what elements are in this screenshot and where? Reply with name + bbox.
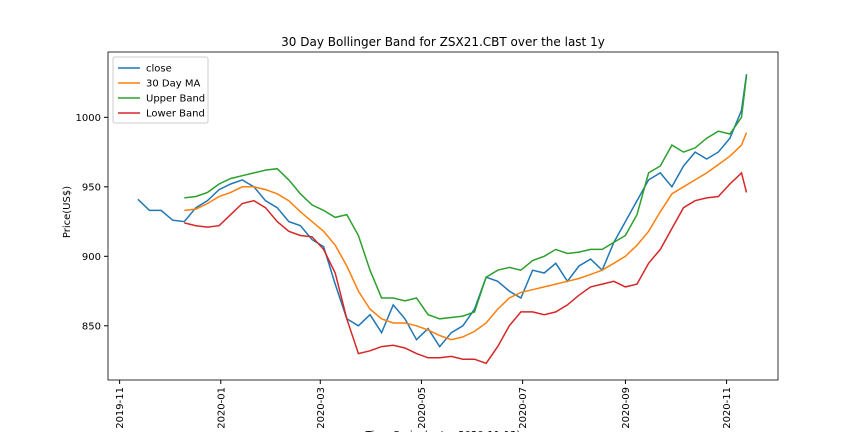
y-axis-label: Price(US$) xyxy=(62,186,73,238)
y-tick-label: 850 xyxy=(82,321,101,332)
x-axis-label: Time Series(as/on 2020-11-13) xyxy=(365,430,521,432)
y-tick-label: 1000 xyxy=(76,113,101,124)
x-tick-label: 2020-01 xyxy=(216,387,227,429)
x-tick-label: 2019-11 xyxy=(115,387,126,429)
legend-label: Upper Band xyxy=(146,94,205,105)
chart-title: 30 Day Bollinger Band for ZSX21.CBT over… xyxy=(281,35,605,49)
plot-frame xyxy=(107,51,779,381)
x-tick-label: 2020-07 xyxy=(518,387,529,429)
x-tick-label: 2020-11 xyxy=(722,387,733,429)
series-line xyxy=(184,171,748,365)
x-tick-label: 2020-03 xyxy=(316,387,327,429)
legend-label: Lower Band xyxy=(146,109,205,120)
series-line xyxy=(184,75,748,320)
y-tick-label: 950 xyxy=(82,182,101,193)
legend-label: close xyxy=(146,64,172,75)
legend-label: 30 Day MA xyxy=(146,79,200,90)
series-line xyxy=(184,132,748,341)
series-line xyxy=(137,74,748,348)
y-tick-label: 900 xyxy=(82,252,101,263)
x-tick-label: 2020-09 xyxy=(621,387,632,429)
legend-box xyxy=(112,56,209,124)
x-tick-label: 2020-05 xyxy=(417,387,428,429)
